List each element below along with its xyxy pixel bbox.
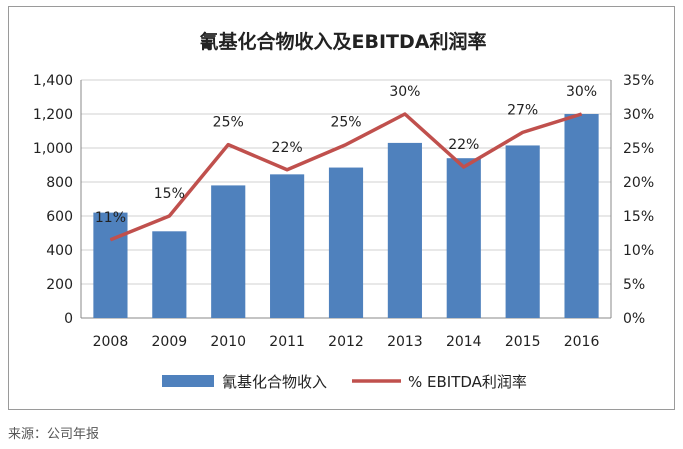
ebitda-label-2009: 15% [154, 186, 185, 202]
ebitda-label-2014: 22% [448, 137, 479, 153]
x-tick-label: 2009 [152, 334, 188, 350]
ebitda-label-2012: 25% [330, 115, 361, 131]
left-tick-label: 400 [46, 243, 73, 259]
bar-2014 [446, 158, 481, 318]
ebitda-label-2011: 22% [272, 140, 303, 156]
ebitda-point-2014 [463, 166, 465, 168]
bar-2008 [93, 212, 128, 318]
ebitda-point-2011 [286, 169, 288, 171]
ebitda-label-2008: 11% [95, 210, 126, 226]
chart-frame: 氰基化合物收入及EBITDA利润率 0 200 400 600 800 1,000 1,20… [8, 6, 675, 410]
x-tick-label: 2008 [93, 334, 129, 350]
left-tick-label: 1,400 [33, 73, 73, 89]
bar-2009 [152, 231, 187, 318]
x-tick-label: 2015 [505, 334, 541, 350]
left-tick-label: 1,200 [33, 107, 73, 123]
x-tick-label: 2011 [269, 334, 305, 350]
ebitda-label-2015: 27% [507, 102, 538, 118]
ebitda-point-2012 [345, 144, 347, 146]
left-axis: 0 200 400 600 800 1,000 1,200 1,400 [33, 73, 82, 327]
right-tick-label: 5% [623, 277, 645, 293]
right-tick-label: 25% [623, 141, 654, 157]
ebitda-data-labels: 11% 15% 25% 22% 25% 30% 22% 27% 30% [95, 84, 597, 226]
right-tick-label: 30% [623, 107, 654, 123]
left-tick-label: 600 [46, 209, 73, 225]
bar-2015 [505, 145, 540, 318]
bar-2010 [211, 185, 246, 318]
legend-label-ebitda: % EBITDA利润率 [408, 373, 527, 391]
ebitda-point-2015 [522, 131, 524, 133]
x-tick-label: 2012 [328, 334, 364, 350]
revenue-bars [93, 114, 599, 318]
ebitda-label-2016: 30% [566, 84, 597, 100]
source-note: 来源：公司年报 [8, 427, 100, 442]
legend: 氰基化合物收入 % EBITDA利润率 [162, 373, 527, 391]
ebitda-point-2016 [581, 113, 583, 115]
ebitda-point-2010 [227, 144, 229, 146]
x-tick-label: 2014 [446, 334, 482, 350]
right-axis: 0% 5% 10% 15% 20% 25% 30% 35% [610, 73, 654, 327]
chart-canvas: 氰基化合物收入及EBITDA利润率 0 200 400 600 800 1,000 1,20… [33, 30, 654, 391]
bar-2012 [328, 167, 364, 318]
x-tick-label: 2010 [210, 334, 246, 350]
ebitda-point-2013 [404, 113, 406, 115]
chart-title: 氰基化合物收入及EBITDA利润率 [200, 30, 487, 53]
left-tick-label: 800 [46, 175, 73, 191]
legend-swatch-revenue [162, 375, 214, 387]
bar-2013 [387, 142, 422, 318]
ebitda-label-2013: 30% [389, 84, 420, 100]
ebitda-label-2010: 25% [213, 115, 244, 131]
right-tick-label: 0% [623, 311, 645, 327]
left-tick-label: 200 [46, 277, 73, 293]
x-tick-label: 2016 [564, 334, 600, 350]
ebitda-point-2009 [168, 215, 170, 217]
bar-2016 [564, 114, 599, 318]
x-axis: 2008 2009 2010 2011 2012 2013 2014 2015 2016 [93, 334, 600, 350]
right-tick-label: 15% [623, 209, 654, 225]
legend-label-revenue: 氰基化合物收入 [222, 373, 327, 391]
left-tick-label: 0 [64, 311, 73, 327]
ebitda-point-2008 [109, 239, 111, 241]
right-tick-label: 35% [623, 73, 654, 89]
right-tick-label: 10% [623, 243, 654, 259]
left-tick-label: 1,000 [33, 141, 73, 157]
right-tick-label: 20% [623, 175, 654, 191]
ebitda-line [109, 112, 583, 242]
x-tick-label: 2013 [387, 334, 423, 350]
bar-2011 [270, 174, 305, 318]
